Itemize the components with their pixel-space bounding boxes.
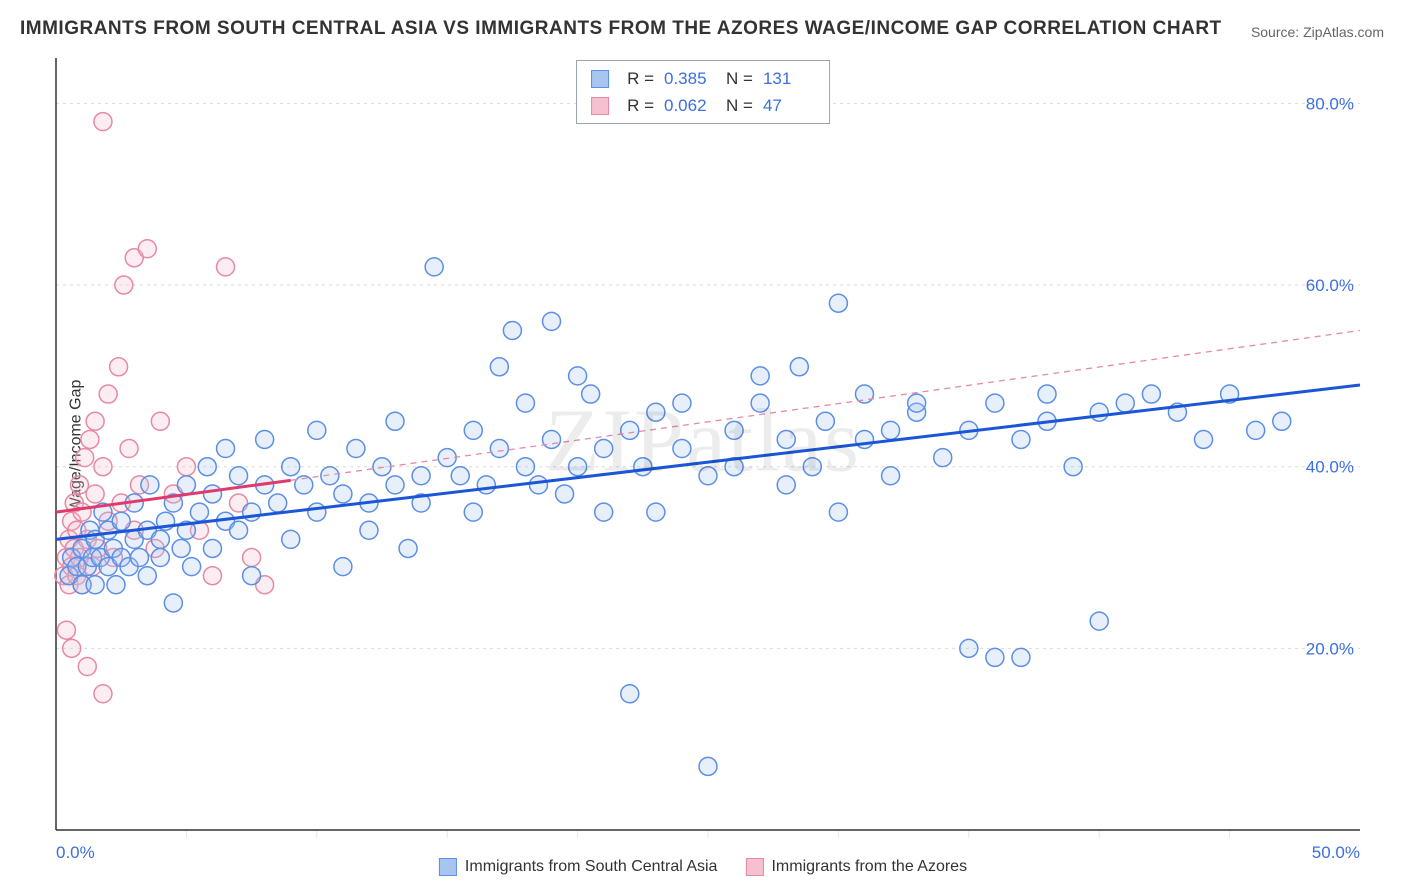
legend-swatch-a: [591, 70, 609, 88]
legend-item-b: Immigrants from the Azores: [745, 858, 967, 876]
r-value-b: 0.062: [664, 92, 716, 119]
scatter-chart-svg: 20.0% 40.0% 60.0% 80.0% 0.0% 50.0%: [0, 0, 1406, 892]
legend-row-series-b: R = 0.062 N = 47: [591, 92, 815, 119]
legend-label-a: Immigrants from South Central Asia: [465, 858, 718, 875]
chart-area: 20.0%40.0%60.0%80.0%0.0%50.0% ZIPatlas: [0, 0, 1406, 892]
series-legend: Immigrants from South Central Asia Immig…: [439, 858, 967, 876]
legend-row-series-a: R = 0.385 N = 131: [591, 65, 815, 92]
n-label: N =: [726, 65, 753, 92]
legend-item-a: Immigrants from South Central Asia: [439, 858, 718, 876]
r-label: R =: [627, 92, 654, 119]
legend-swatch-a: [439, 858, 457, 876]
svg-text:60.0%: 60.0%: [1306, 276, 1354, 295]
n-value-a: 131: [763, 65, 815, 92]
legend-swatch-b: [745, 858, 763, 876]
r-value-a: 0.385: [664, 65, 716, 92]
legend-swatch-b: [591, 97, 609, 115]
r-label: R =: [627, 65, 654, 92]
correlation-legend: R = 0.385 N = 131 R = 0.062 N = 47: [576, 60, 830, 124]
svg-text:80.0%: 80.0%: [1306, 94, 1354, 113]
n-label: N =: [726, 92, 753, 119]
svg-text:50.0%: 50.0%: [1312, 843, 1360, 862]
svg-text:20.0%: 20.0%: [1306, 639, 1354, 658]
svg-text:40.0%: 40.0%: [1306, 458, 1354, 477]
legend-label-b: Immigrants from the Azores: [771, 858, 967, 875]
n-value-b: 47: [763, 92, 815, 119]
svg-text:0.0%: 0.0%: [56, 843, 95, 862]
